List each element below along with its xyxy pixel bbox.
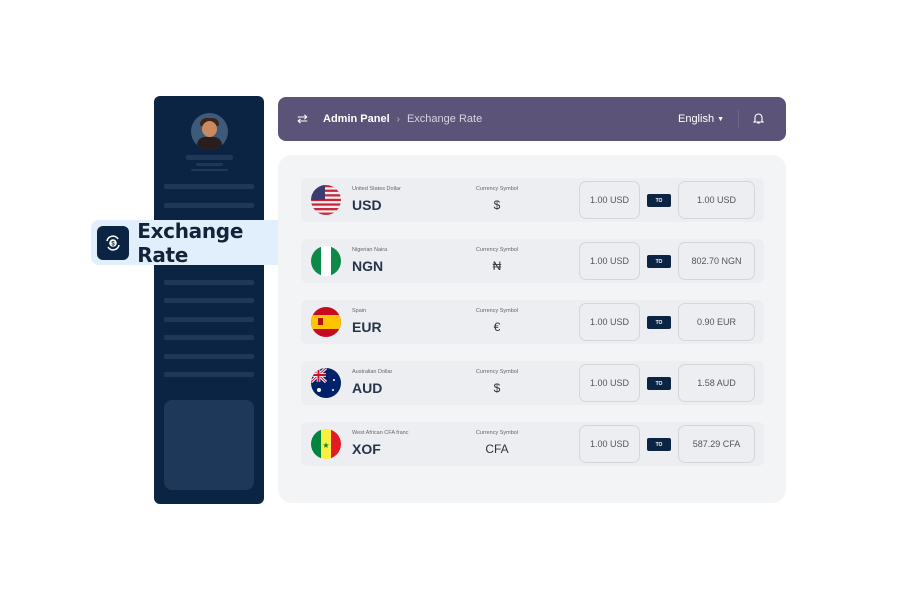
svg-text:$: $: [111, 241, 115, 247]
from-amount-field[interactable]: 1.00 USD: [579, 425, 640, 463]
sidebar-item[interactable]: [164, 335, 254, 340]
currency-symbol: $: [493, 198, 501, 212]
placeholder-bar: [186, 155, 233, 160]
exchange-rate-panel: United States Dollar USD Currency Symbol…: [278, 155, 786, 503]
currency-name: West African CFA franc: [352, 430, 409, 436]
us-flag-icon: [311, 185, 341, 215]
currency-name: Spain: [352, 308, 367, 314]
divider: [738, 110, 739, 128]
top-header: ⇄ Admin Panel › Exchange Rate English ▼: [278, 97, 786, 141]
from-amount-field[interactable]: 1.00 USD: [579, 181, 640, 219]
es-flag-icon: [311, 307, 341, 337]
currency-symbol-label: Currency Symbol: [475, 308, 519, 314]
to-badge: TO: [647, 377, 671, 390]
currency-code: AUD: [352, 380, 383, 396]
currency-symbol-label: Currency Symbol: [475, 247, 519, 253]
from-amount-field[interactable]: 1.00 USD: [579, 242, 640, 280]
currency-code: NGN: [352, 258, 384, 274]
chevron-down-icon: ▼: [717, 115, 724, 123]
currency-row: Australian Dollar AUD Currency Symbol $ …: [301, 361, 764, 405]
bell-icon[interactable]: [752, 112, 765, 127]
sidebar: [154, 96, 264, 504]
to-badge: TO: [647, 316, 671, 329]
sidebar-item[interactable]: [164, 298, 254, 303]
to-amount-field[interactable]: 0.90 EUR: [678, 303, 755, 341]
currency-name: Australian Dollar: [352, 369, 393, 375]
ng-flag-icon: [311, 246, 341, 276]
to-badge: TO: [647, 255, 671, 268]
from-amount-field[interactable]: 1.00 USD: [579, 364, 640, 402]
currency-symbol-label: Currency Symbol: [475, 430, 519, 436]
to-amount-field[interactable]: 1.00 USD: [678, 181, 755, 219]
to-badge: TO: [647, 194, 671, 207]
sn-flag-icon: ★: [311, 429, 341, 459]
currency-symbol-label: Currency Symbol: [475, 369, 519, 375]
dollar-exchange-icon: $: [97, 225, 130, 260]
breadcrumb-admin-panel[interactable]: Admin Panel: [323, 113, 390, 125]
sidebar-item-exchange-rate[interactable]: $ Exchange Rate: [91, 218, 292, 267]
sidebar-item[interactable]: [164, 317, 254, 322]
placeholder-bar: [191, 169, 228, 171]
to-amount-field[interactable]: 1.58 AUD: [678, 364, 755, 402]
currency-symbol: CFA: [485, 442, 509, 456]
currency-symbol-label: Currency Symbol: [475, 186, 519, 192]
currency-code: EUR: [352, 319, 382, 335]
currency-code: USD: [352, 197, 382, 213]
exchange-rate-label: Exchange Rate: [137, 218, 244, 267]
to-amount-field[interactable]: 802.70 NGN: [678, 242, 755, 280]
currency-symbol: ₦: [492, 259, 502, 273]
avatar[interactable]: [191, 113, 228, 150]
sidebar-item[interactable]: [164, 280, 254, 285]
sidebar-item[interactable]: [164, 354, 254, 359]
from-amount-field[interactable]: 1.00 USD: [579, 303, 640, 341]
language-dropdown[interactable]: English ▼: [678, 113, 724, 125]
placeholder-bar: [196, 163, 223, 166]
currency-name: Nigerian Naira: [352, 247, 388, 253]
swap-icon[interactable]: ⇄: [297, 111, 308, 126]
currency-symbol: $: [493, 381, 501, 395]
sidebar-item[interactable]: [164, 203, 254, 208]
to-badge: TO: [647, 438, 671, 451]
currency-row: Nigerian Naira NGN Currency Symbol ₦ 1.0…: [301, 239, 764, 283]
sidebar-item[interactable]: [164, 372, 254, 377]
svg-text:★: ★: [322, 441, 329, 450]
to-amount-field[interactable]: 587.29 CFA: [678, 425, 755, 463]
currency-row: ★ West African CFA franc XOF Currency Sy…: [301, 422, 764, 466]
au-flag-icon: [311, 368, 341, 398]
sidebar-card: [164, 400, 254, 490]
sidebar-item[interactable]: [164, 184, 254, 189]
language-label: English: [677, 113, 715, 125]
currency-row: Spain EUR Currency Symbol € 1.00 USD TO …: [301, 300, 764, 344]
breadcrumb-separator-icon: ›: [396, 113, 400, 125]
currency-code: XOF: [352, 441, 381, 457]
currency-name: United States Dollar: [352, 186, 401, 192]
breadcrumb-current: Exchange Rate: [406, 113, 483, 125]
currency-symbol: €: [493, 320, 501, 334]
currency-row: United States Dollar USD Currency Symbol…: [301, 178, 764, 222]
